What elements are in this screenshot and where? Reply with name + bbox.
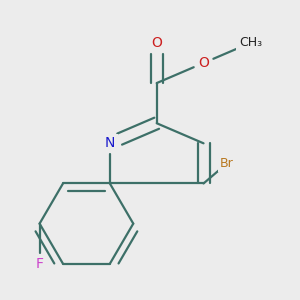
Text: N: N xyxy=(105,136,115,150)
Text: Br: Br xyxy=(220,157,234,170)
Text: O: O xyxy=(151,36,162,50)
Text: F: F xyxy=(36,257,43,271)
Text: O: O xyxy=(198,56,209,70)
Text: CH₃: CH₃ xyxy=(239,36,262,50)
